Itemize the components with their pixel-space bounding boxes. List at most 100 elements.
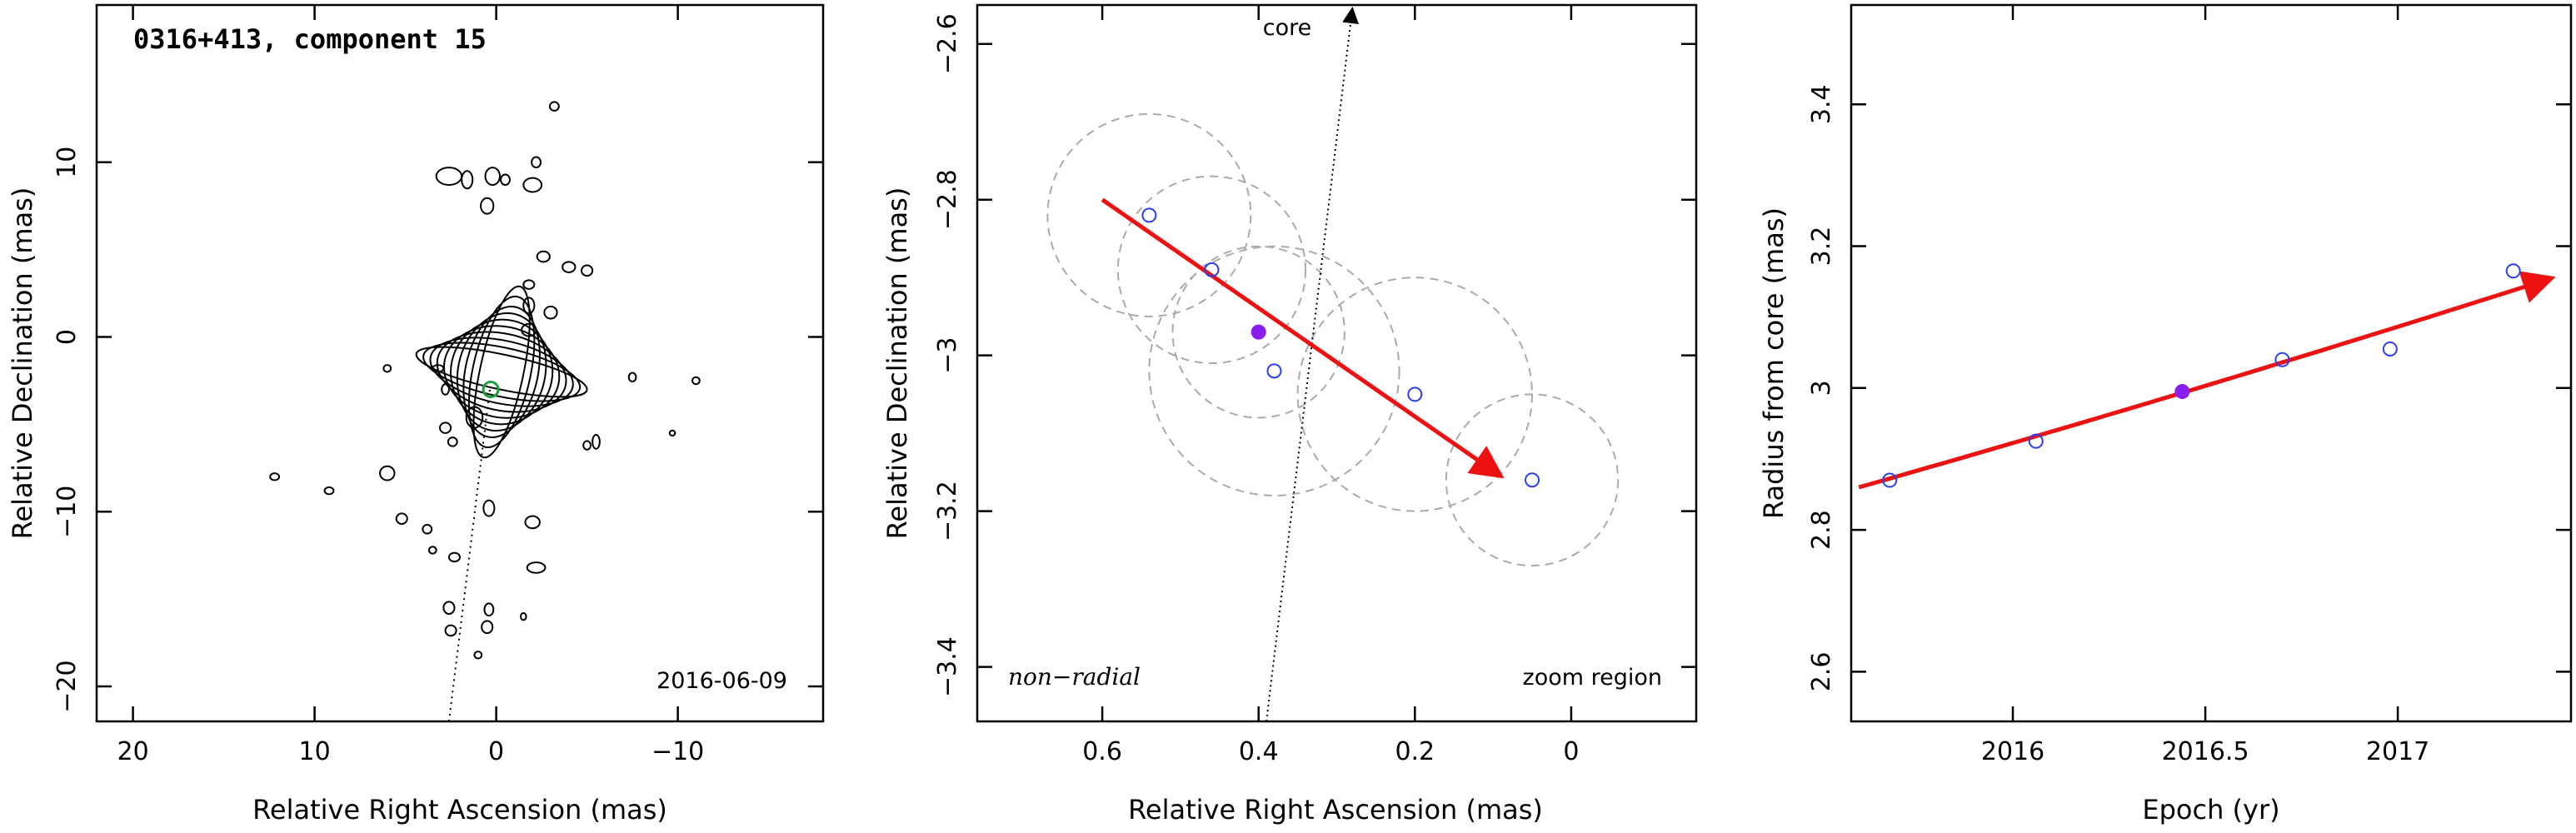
- contour-island: [581, 264, 594, 277]
- core-contour: [429, 337, 574, 407]
- data-point: [1882, 472, 1898, 488]
- contour-island: [526, 561, 547, 574]
- chart-title: 0316+413, component 15: [133, 23, 487, 55]
- contour-plot-area: [269, 101, 701, 721]
- y-axis-label: Relative Declination (mas): [7, 187, 38, 540]
- date-label: 2016-06-09: [656, 668, 787, 694]
- zoom-region-label: zoom region: [1523, 665, 1662, 691]
- y-axis-label: Relative Declination (mas): [881, 187, 913, 540]
- contour-island: [592, 434, 601, 450]
- panel-contour-map: 20 10 0 −10 −20 −10 0 10 0316+413, component 15…: [7, 3, 825, 826]
- plot-frame: [95, 3, 825, 723]
- data-point: [2505, 263, 2521, 279]
- contour-island: [427, 546, 437, 555]
- x-axis-label: Epoch (yr): [2142, 794, 2279, 826]
- y-tick-label: −3.4: [933, 636, 962, 697]
- y-tick-label: 0: [52, 329, 82, 345]
- y-tick-label: 3.4: [1807, 84, 1836, 124]
- x-axis-label: Relative Right Ascension (mas): [252, 794, 667, 826]
- contour-island: [269, 472, 281, 481]
- non-radial-label: non−radial: [1008, 663, 1141, 691]
- core-contour: [472, 285, 531, 459]
- axis-ticks: 20 10 0 −10 −20 −10 0 10: [52, 5, 823, 766]
- y-tick-label: 10: [52, 147, 82, 178]
- core-contour: [456, 312, 547, 432]
- contour-island: [480, 197, 495, 215]
- y-tick-label: −2.8: [933, 169, 962, 230]
- data-point: [1266, 363, 1282, 379]
- contour-island: [379, 465, 396, 481]
- component-size-circle: [1116, 175, 1306, 364]
- data-point: [2028, 433, 2044, 449]
- contour-island: [395, 512, 408, 525]
- y-tick-label: −10: [52, 486, 82, 538]
- zoom-plot-area: [1046, 7, 1620, 721]
- motion-fit-arrow: [1101, 197, 1505, 479]
- x-tick-label: 20: [117, 737, 149, 766]
- core-contour: [450, 318, 554, 426]
- component-size-circle: [1445, 393, 1620, 567]
- contour-island: [627, 372, 637, 383]
- contour-island: [522, 177, 543, 193]
- data-point-current: [2174, 384, 2190, 400]
- contour-island: [484, 167, 501, 187]
- component-size-circle: [1296, 277, 1534, 512]
- data-point: [1141, 207, 1157, 223]
- contour-island: [562, 261, 577, 273]
- data-point: [1407, 387, 1423, 402]
- contour-island: [447, 551, 462, 563]
- x-tick-label: 0.2: [1395, 737, 1435, 766]
- radius-fit-curve: [1858, 271, 2556, 490]
- contour-island: [543, 305, 558, 320]
- y-tick-label: −2.6: [933, 13, 962, 74]
- x-tick-label: 0: [488, 737, 504, 766]
- data-point: [2382, 341, 2398, 357]
- contour-island: [482, 499, 496, 517]
- panel-zoom-region: 0.6 0.4 0.2 0 −3.4 −3.2 −3 −2.8 −2.6 core non−ra…: [881, 3, 1698, 826]
- contour-island: [447, 436, 458, 447]
- contour-island: [522, 279, 536, 290]
- plot-frame: [976, 3, 1698, 723]
- y-tick-label: −3.2: [933, 481, 962, 541]
- contour-island: [442, 601, 456, 615]
- contour-island: [444, 624, 457, 637]
- x-tick-label: 2016.5: [2162, 737, 2249, 766]
- contour-island: [536, 250, 551, 263]
- contour-island: [548, 101, 560, 112]
- data-point: [2274, 352, 2290, 367]
- x-tick-label: 0: [1563, 737, 1579, 766]
- axis-ticks: 0.6 0.4 0.2 0 −3.4 −3.2 −3 −2.8 −2.6: [933, 5, 1696, 766]
- contour-island: [691, 376, 701, 386]
- contour-island: [483, 602, 495, 617]
- component-size-circle: [1171, 245, 1345, 419]
- core-contour: [436, 331, 567, 413]
- component-size-circle: [1148, 245, 1400, 496]
- contour-island: [524, 515, 541, 530]
- contour-island: [382, 364, 392, 373]
- axis-ticks: 2016 2016.5 2017 2.6 2.8 3 3.2 3.4: [1807, 5, 2571, 766]
- contour-island: [520, 611, 527, 621]
- y-axis-label: Radius from core (mas): [1758, 207, 1790, 519]
- y-tick-label: −3: [933, 337, 962, 374]
- plot-frame: [1850, 3, 2573, 723]
- x-tick-label: 0.6: [1082, 737, 1122, 766]
- y-tick-label: 2.8: [1807, 510, 1836, 550]
- y-tick-label: 3.2: [1807, 227, 1836, 267]
- contour-island: [473, 651, 483, 660]
- y-tick-label: −20: [52, 660, 82, 712]
- x-tick-label: −10: [651, 737, 704, 766]
- contour-island: [323, 486, 335, 496]
- core-contour: [467, 295, 536, 449]
- data-point: [1204, 262, 1220, 277]
- contour-island: [668, 429, 676, 437]
- contour-island: [439, 421, 452, 434]
- data-point: [1525, 472, 1540, 488]
- component-marker: [482, 380, 500, 398]
- x-tick-label: 10: [299, 737, 331, 766]
- x-tick-label: 2016: [1981, 737, 2044, 766]
- component-size-circle: [1046, 112, 1252, 317]
- x-axis-label: Relative Right Ascension (mas): [1128, 794, 1543, 826]
- core-label: core: [1263, 15, 1311, 41]
- core-contour: [462, 305, 541, 438]
